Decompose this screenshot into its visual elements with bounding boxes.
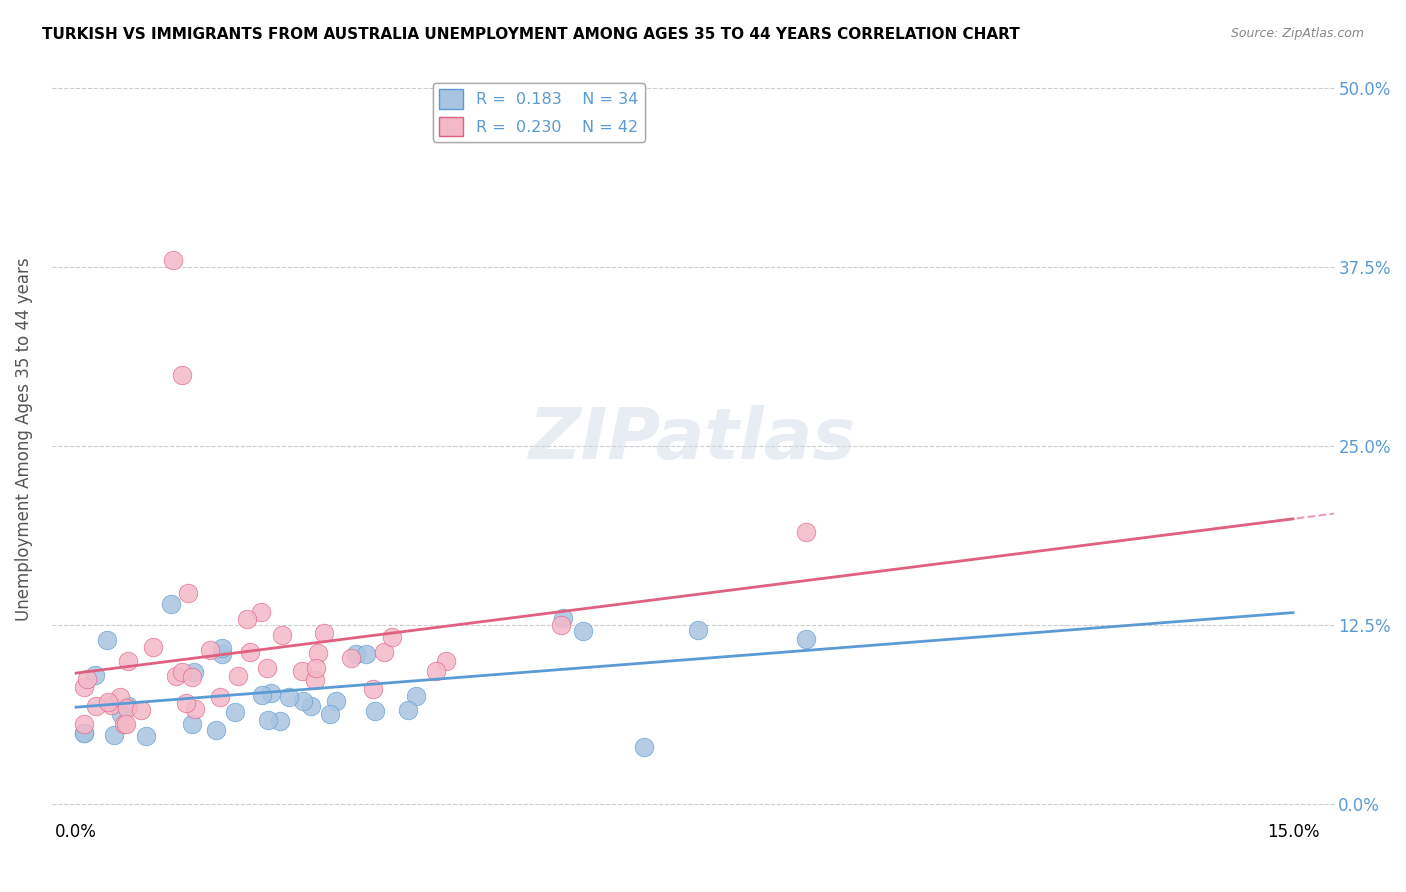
Point: [269, 714, 291, 728]
Point: [112, 717, 135, 731]
Point: [260, 686, 283, 700]
Point: [381, 630, 404, 644]
Point: [236, 612, 259, 626]
Point: [361, 681, 384, 696]
Point: [224, 706, 246, 720]
Point: [211, 640, 233, 655]
Point: [292, 693, 315, 707]
Point: [434, 654, 457, 668]
Point: [142, 640, 165, 654]
Point: [135, 729, 157, 743]
Point: [180, 717, 202, 731]
Point: [299, 699, 322, 714]
Point: [256, 660, 278, 674]
Point: [325, 694, 347, 708]
Legend: R =  0.183    N = 34, R =  0.230    N = 42: R = 0.183 N = 34, R = 0.230 N = 42: [433, 83, 645, 143]
Point: [183, 665, 205, 679]
Point: [198, 643, 221, 657]
Point: [208, 690, 231, 704]
Point: [170, 368, 193, 382]
Point: [177, 586, 200, 600]
Point: [550, 618, 572, 632]
Point: [205, 723, 228, 737]
Point: [73, 680, 96, 694]
Point: [211, 647, 233, 661]
Point: [172, 665, 194, 679]
Point: [425, 664, 447, 678]
Point: [160, 597, 183, 611]
Point: [686, 623, 709, 637]
Point: [97, 695, 120, 709]
Point: [551, 611, 574, 625]
Y-axis label: Unemployment Among Ages 35 to 44 years: Unemployment Among Ages 35 to 44 years: [15, 257, 32, 621]
Point: [174, 696, 197, 710]
Point: [304, 661, 326, 675]
Point: [633, 739, 655, 754]
Point: [73, 726, 96, 740]
Point: [252, 688, 274, 702]
Point: [239, 645, 262, 659]
Point: [96, 633, 118, 648]
Point: [226, 668, 249, 682]
Point: [354, 648, 377, 662]
Point: [181, 670, 204, 684]
Point: [117, 654, 139, 668]
Point: [571, 624, 593, 638]
Point: [312, 625, 335, 640]
Point: [129, 703, 152, 717]
Point: [396, 703, 419, 717]
Point: [339, 651, 361, 665]
Point: [100, 698, 122, 713]
Point: [373, 645, 395, 659]
Point: [278, 690, 301, 704]
Text: Source: ZipAtlas.com: Source: ZipAtlas.com: [1230, 27, 1364, 40]
Point: [405, 690, 427, 704]
Point: [110, 690, 132, 704]
Point: [117, 699, 139, 714]
Point: [115, 700, 138, 714]
Point: [291, 664, 314, 678]
Point: [76, 672, 98, 686]
Point: [162, 253, 184, 268]
Point: [364, 704, 387, 718]
Text: TURKISH VS IMMIGRANTS FROM AUSTRALIA UNEMPLOYMENT AMONG AGES 35 TO 44 YEARS CORR: TURKISH VS IMMIGRANTS FROM AUSTRALIA UNE…: [42, 27, 1019, 42]
Point: [73, 726, 96, 740]
Point: [249, 605, 271, 619]
Point: [794, 632, 817, 647]
Point: [110, 706, 132, 721]
Point: [304, 673, 326, 687]
Point: [319, 706, 342, 721]
Point: [114, 716, 136, 731]
Point: [307, 646, 329, 660]
Point: [83, 668, 105, 682]
Point: [257, 713, 280, 727]
Point: [84, 698, 107, 713]
Point: [165, 669, 187, 683]
Point: [103, 728, 125, 742]
Point: [183, 702, 205, 716]
Point: [73, 717, 96, 731]
Text: ZIPatlas: ZIPatlas: [529, 405, 856, 474]
Point: [270, 628, 292, 642]
Point: [344, 647, 367, 661]
Point: [794, 525, 817, 540]
